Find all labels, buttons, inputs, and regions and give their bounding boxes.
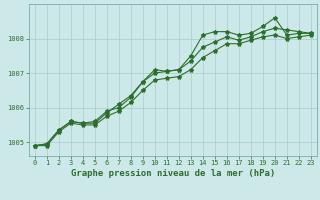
- X-axis label: Graphe pression niveau de la mer (hPa): Graphe pression niveau de la mer (hPa): [71, 169, 275, 178]
